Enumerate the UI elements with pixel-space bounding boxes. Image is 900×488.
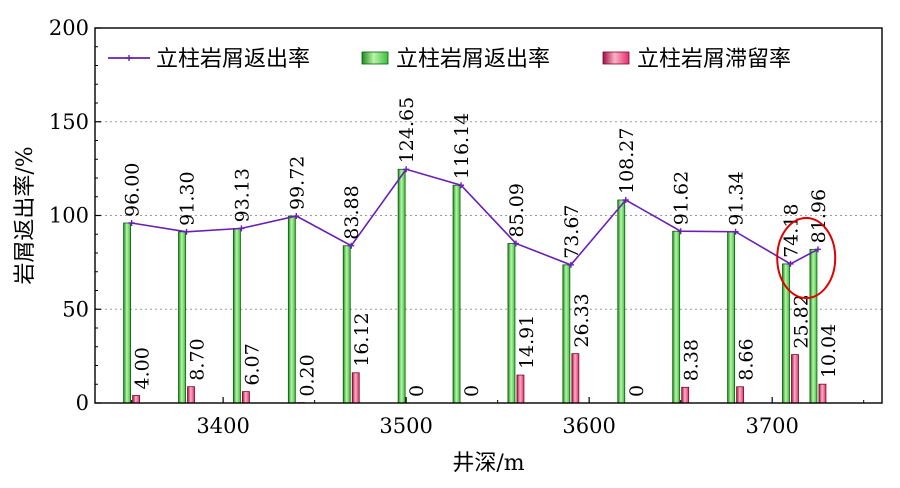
y-tick-label-2: 100 bbox=[49, 204, 89, 228]
y-tick-label-0: 0 bbox=[76, 391, 89, 415]
line-path bbox=[131, 168, 819, 266]
green-bar-5 bbox=[397, 168, 406, 404]
line-marker-3 bbox=[293, 213, 300, 220]
line-series bbox=[128, 166, 821, 268]
green-bar-6 bbox=[452, 184, 461, 404]
y-tick-label-1: 50 bbox=[62, 297, 89, 321]
green-value-label-2: 93.13 bbox=[231, 168, 253, 222]
line-marker-6 bbox=[458, 182, 465, 189]
green-value-label-7: 85.09 bbox=[506, 183, 528, 237]
green-value-label-10: 91.62 bbox=[671, 171, 693, 225]
green-value-label-13: 81.96 bbox=[808, 189, 830, 243]
green-value-label-9: 108.27 bbox=[616, 128, 638, 194]
red-value-label-12: 25.82 bbox=[790, 294, 812, 348]
red-bar-0 bbox=[132, 395, 141, 404]
green-value-label-8: 73.67 bbox=[561, 204, 583, 258]
line-marker-4 bbox=[348, 242, 355, 249]
green-bar-3 bbox=[287, 215, 296, 404]
legend-label-line: 立柱岩屑返出率 bbox=[156, 47, 310, 72]
green-bar-11 bbox=[727, 231, 735, 404]
line-marker-10 bbox=[677, 228, 684, 235]
x-tick-label-1: 3500 bbox=[379, 414, 432, 438]
red-value-label-7: 14.91 bbox=[516, 315, 538, 369]
red-value-label-11: 8.66 bbox=[736, 338, 758, 380]
red-bar-7 bbox=[516, 374, 525, 404]
line-marker-1 bbox=[183, 228, 190, 235]
legend-green-swatch bbox=[361, 51, 389, 65]
red-value-label-2: 6.07 bbox=[241, 343, 263, 385]
red-value-label-1: 8.70 bbox=[187, 338, 209, 380]
green-value-label-6: 116.14 bbox=[451, 113, 473, 179]
green-bar-4 bbox=[342, 245, 351, 404]
x-tick-label-3: 3700 bbox=[745, 414, 798, 438]
green-bar-9 bbox=[617, 199, 626, 404]
line-marker-7 bbox=[512, 240, 519, 247]
green-value-label-1: 91.30 bbox=[177, 171, 199, 225]
red-bar-13 bbox=[818, 383, 827, 404]
line-marker-8 bbox=[567, 261, 574, 268]
green-bar-7 bbox=[507, 243, 516, 404]
red-bar-8 bbox=[571, 353, 580, 404]
bars bbox=[123, 168, 827, 404]
red-value-label-6: 0 bbox=[461, 385, 483, 397]
red-value-label-0: 4.00 bbox=[132, 347, 154, 389]
legend: 立柱岩屑返出率 立柱岩屑返出率 立柱岩屑滞留率 bbox=[108, 47, 791, 72]
green-value-label-12: 74.18 bbox=[780, 204, 802, 258]
red-value-label-13: 10.04 bbox=[818, 324, 840, 378]
green-value-label-11: 91.34 bbox=[726, 171, 748, 225]
annotation-ellipse bbox=[776, 217, 837, 299]
red-value-label-5: 0 bbox=[406, 385, 428, 397]
red-bar-10 bbox=[681, 386, 690, 404]
line-marker-0 bbox=[128, 220, 135, 226]
green-bar-1 bbox=[178, 231, 186, 404]
green-bar-2 bbox=[233, 227, 241, 404]
red-value-label-9: 0 bbox=[626, 385, 648, 397]
red-bar-11 bbox=[736, 386, 744, 404]
x-tick-label-0: 3400 bbox=[196, 414, 249, 438]
grid-lines bbox=[95, 121, 882, 310]
tick-labels: 0 50 100 150 200 3400 3500 3600 3700 bbox=[49, 16, 865, 438]
legend-label-green: 立柱岩屑返出率 bbox=[396, 47, 550, 72]
green-value-label-5: 124.65 bbox=[396, 97, 418, 163]
red-value-label-3: 0.20 bbox=[296, 354, 318, 396]
x-axis-title: 井深/m bbox=[452, 451, 524, 476]
legend-red-swatch bbox=[602, 51, 630, 65]
line-marker-2 bbox=[238, 225, 245, 232]
x-tick-label-2: 3600 bbox=[562, 414, 615, 438]
red-value-label-10: 8.38 bbox=[681, 339, 703, 381]
line-marker-12 bbox=[787, 260, 794, 267]
data-labels: 96.00 4.00 91.30 8.70 93.13 6.07 99.72 0.20 83.8… bbox=[122, 97, 840, 397]
red-bar-12 bbox=[791, 354, 799, 404]
line-marker-13 bbox=[814, 246, 821, 253]
green-bar-10 bbox=[672, 230, 681, 404]
green-bar-8 bbox=[562, 264, 571, 404]
y-tick-label-4: 200 bbox=[49, 16, 89, 40]
green-value-label-3: 99.72 bbox=[286, 156, 308, 210]
red-bar-2 bbox=[242, 391, 250, 404]
line-marker-9 bbox=[622, 196, 629, 203]
line-marker-5 bbox=[403, 166, 410, 173]
y-axis-title: 岩屑返出率/% bbox=[13, 146, 38, 284]
red-bar-1 bbox=[187, 386, 195, 404]
line-marker-11 bbox=[732, 228, 739, 235]
red-value-label-4: 16.12 bbox=[351, 312, 373, 366]
legend-line-marker bbox=[126, 55, 132, 61]
legend-label-red: 立柱岩屑滞留率 bbox=[637, 47, 791, 72]
annotation bbox=[776, 217, 837, 299]
green-value-label-4: 83.88 bbox=[341, 185, 363, 239]
green-value-label-0: 96.00 bbox=[122, 163, 144, 217]
red-value-label-8: 26.33 bbox=[571, 293, 593, 347]
red-bar-4 bbox=[351, 372, 360, 404]
y-tick-label-3: 150 bbox=[49, 110, 89, 134]
green-bar-0 bbox=[123, 222, 132, 404]
